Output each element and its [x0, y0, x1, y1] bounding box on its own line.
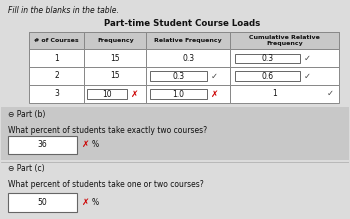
Text: What percent of students take one or two courses?: What percent of students take one or two…	[8, 180, 203, 189]
Text: Cumulative Relative
Frequency: Cumulative Relative Frequency	[249, 35, 320, 46]
Text: Part-time Student Course Loads: Part-time Student Course Loads	[104, 19, 260, 28]
Text: ✗: ✗	[82, 198, 89, 207]
Bar	[8, 193, 77, 212]
Text: 1.0: 1.0	[172, 90, 184, 99]
Text: 36: 36	[38, 140, 47, 149]
Text: 0.6: 0.6	[261, 72, 273, 81]
Bar	[29, 49, 84, 67]
Bar	[147, 67, 230, 85]
Text: ✓: ✓	[327, 89, 334, 98]
Text: 50: 50	[38, 198, 47, 207]
Text: ✓: ✓	[211, 72, 218, 81]
Bar	[29, 85, 84, 103]
Text: 15: 15	[111, 54, 120, 63]
Bar	[87, 89, 127, 99]
Text: Frequency: Frequency	[97, 38, 134, 43]
Text: # of Courses: # of Courses	[34, 38, 79, 43]
Text: 2: 2	[54, 71, 59, 80]
Bar	[84, 49, 147, 67]
Bar	[230, 49, 339, 67]
Text: 0.3: 0.3	[172, 72, 184, 81]
Bar	[234, 54, 300, 63]
Text: 1: 1	[272, 89, 276, 98]
Text: 15: 15	[111, 71, 120, 80]
Bar	[230, 85, 339, 103]
Bar	[84, 85, 147, 103]
Bar	[84, 67, 147, 85]
Text: %: %	[92, 140, 99, 149]
Bar	[230, 67, 339, 85]
Bar	[147, 32, 230, 49]
Text: ✗: ✗	[82, 140, 89, 149]
Bar	[150, 71, 207, 81]
Bar	[29, 67, 84, 85]
Text: 0.3: 0.3	[182, 54, 195, 63]
Text: 0.3: 0.3	[261, 54, 273, 63]
Bar	[8, 136, 77, 154]
Text: %: %	[92, 198, 99, 207]
Bar	[147, 85, 230, 103]
Bar	[147, 49, 230, 67]
Text: What percent of students take exactly two courses?: What percent of students take exactly tw…	[8, 126, 207, 135]
Bar	[29, 32, 84, 49]
Bar	[230, 32, 339, 49]
Bar	[84, 32, 147, 49]
Text: Fill in the blanks in the table.: Fill in the blanks in the table.	[8, 6, 119, 15]
Text: ✓: ✓	[304, 72, 311, 81]
Bar	[150, 89, 207, 99]
Text: ✓: ✓	[304, 54, 311, 63]
Text: Relative Frequency: Relative Frequency	[154, 38, 222, 43]
Text: ✗: ✗	[132, 90, 139, 99]
Text: ⊖ Part (b): ⊖ Part (b)	[8, 110, 45, 118]
Text: 1: 1	[54, 54, 59, 63]
Text: ⊖ Part (c): ⊖ Part (c)	[8, 164, 44, 173]
Text: 3: 3	[54, 89, 59, 98]
Text: 10: 10	[102, 90, 112, 99]
Text: ✗: ✗	[211, 90, 218, 99]
Bar	[234, 71, 300, 81]
